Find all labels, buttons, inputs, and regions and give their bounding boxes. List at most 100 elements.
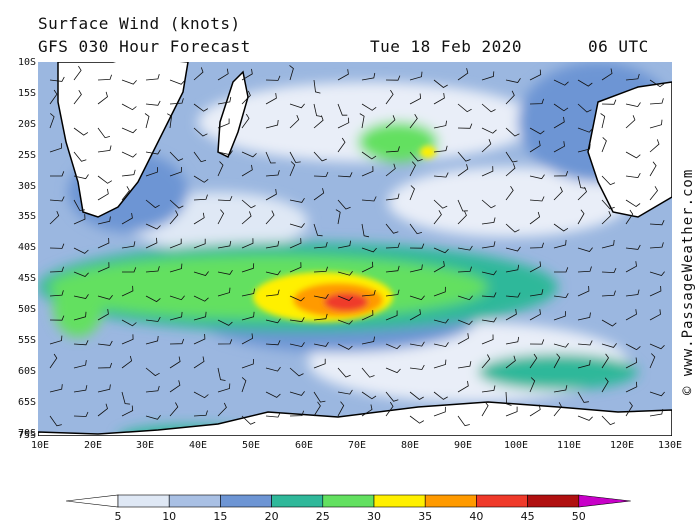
- wind-barb: [433, 79, 448, 88]
- wind-barb: [241, 164, 253, 177]
- wind-barb: [385, 75, 401, 81]
- lon-label: 130E: [657, 440, 683, 451]
- wind-barb: [433, 286, 446, 297]
- wind-barb: [49, 290, 64, 297]
- wind-barb: [529, 174, 545, 180]
- wind-barb: [361, 223, 370, 238]
- lat-label: 30S: [17, 181, 36, 192]
- wind-barb: [265, 289, 280, 297]
- wind-barb: [649, 242, 664, 249]
- wind-barb: [217, 339, 233, 345]
- wind-barb: [625, 73, 640, 81]
- wind-barb: [433, 145, 448, 153]
- wind-barb: [577, 79, 593, 87]
- legend-tick-label: 5: [115, 510, 122, 521]
- wind-barb: [433, 318, 449, 324]
- wind-barb: [73, 89, 82, 105]
- wind-barb: [193, 410, 208, 417]
- wind-barb: [457, 415, 470, 427]
- wind-barb: [265, 318, 281, 324]
- wind-barb: [289, 65, 294, 81]
- wind-barb: [289, 151, 301, 163]
- wind-barb: [337, 295, 353, 301]
- wind-barb: [361, 261, 374, 273]
- wind-barb: [193, 127, 208, 137]
- wind-barb: [409, 93, 422, 105]
- wind-barb: [121, 355, 133, 369]
- legend-swatch: [117, 494, 170, 508]
- wind-barb: [144, 113, 150, 129]
- wind-barb: [409, 295, 425, 301]
- wind-barb: [649, 220, 665, 226]
- legend-tick-label: 50: [572, 510, 586, 521]
- wind-barb: [649, 119, 663, 129]
- wind-barb: [457, 319, 473, 325]
- wind-barb: [625, 381, 638, 393]
- wind-barb: [601, 239, 615, 249]
- lat-label: 55S: [17, 335, 36, 346]
- wind-barb: [529, 127, 545, 135]
- legend-tick-label: 15: [213, 510, 227, 521]
- wind-barb: [409, 161, 416, 177]
- wind-barb: [121, 213, 133, 225]
- wind-barb: [505, 391, 512, 406]
- wind-barb: [337, 389, 353, 395]
- wind-barb: [481, 270, 497, 276]
- wind-barb: [313, 79, 321, 94]
- lon-label: 30E: [135, 440, 155, 451]
- lon-label: 70E: [347, 440, 367, 451]
- lon-label: 90E: [453, 440, 473, 451]
- wind-barb: [481, 385, 496, 393]
- wind-barb: [241, 113, 250, 129]
- lon-label: 10E: [30, 440, 50, 451]
- wind-barb: [481, 334, 494, 345]
- wind-barb: [217, 161, 224, 177]
- wind-barb: [145, 266, 160, 273]
- lon-label: 110E: [556, 440, 582, 451]
- wind-barb: [481, 292, 497, 298]
- wind-barb: [505, 185, 514, 201]
- wind-barb: [361, 166, 374, 177]
- wind-barb: [649, 343, 665, 350]
- wind-barb: [289, 161, 296, 177]
- wind-barb: [529, 196, 545, 202]
- wind-barb: [169, 295, 185, 301]
- wind-barb: [649, 353, 656, 369]
- wind-barb: [409, 71, 423, 81]
- wind-barb: [457, 380, 469, 393]
- wind-speed-legend: 5 10 15 20 25 30 35 40 45 50: [66, 494, 631, 521]
- wind-barb: [481, 354, 491, 369]
- wind-barb: [649, 139, 660, 153]
- wind-barb: [577, 312, 591, 321]
- wind-barb: [289, 114, 300, 129]
- wind-barb: [97, 295, 113, 300]
- wind-barb: [49, 335, 63, 345]
- wind-barb: [505, 151, 518, 163]
- wind-barb: [145, 415, 161, 420]
- wind-barb: [193, 238, 206, 249]
- wind-barb: [313, 151, 327, 162]
- wind-barb: [601, 99, 617, 105]
- wind-barb: [121, 391, 131, 405]
- wind-barb: [409, 264, 423, 273]
- wind-barb: [505, 355, 516, 369]
- wind-barb: [145, 73, 160, 81]
- wind-barb: [625, 309, 637, 321]
- wind-barb: [169, 166, 182, 177]
- wind-barb: [409, 309, 421, 321]
- wind-barb: [361, 72, 376, 81]
- wind-barb: [121, 127, 137, 134]
- lon-label: 120E: [609, 440, 635, 451]
- wind-barb: [433, 406, 446, 417]
- wind-barb: [385, 391, 399, 402]
- wind-barb: [529, 309, 541, 321]
- wind-barb: [529, 261, 542, 273]
- wind-barb: [385, 193, 400, 201]
- wind-barb: [359, 113, 365, 129]
- wind-barb: [73, 411, 89, 417]
- wind-barb: [121, 169, 136, 177]
- wind-barb: [385, 367, 401, 374]
- credit-watermark: © www.PassageWeather.com: [680, 168, 696, 395]
- wind-barb: [481, 166, 494, 177]
- lat-label: 75S: [17, 430, 36, 441]
